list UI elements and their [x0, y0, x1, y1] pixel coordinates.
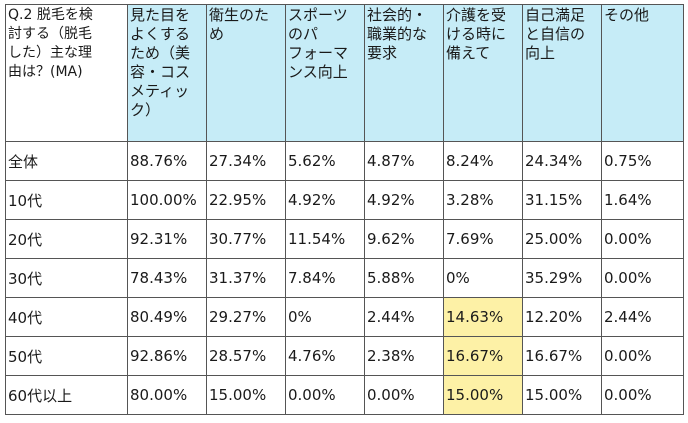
table-cell: 15.00%: [206, 375, 286, 415]
table-cell: 0.00%: [601, 258, 684, 298]
table-cell: 0.75%: [601, 141, 684, 181]
table-cell: 1.64%: [601, 180, 684, 220]
table-cell: 24.34%: [522, 141, 602, 181]
table-cell: 22.95%: [206, 180, 286, 220]
table-cell: 92.31%: [127, 219, 207, 259]
table-cell: 0.00%: [285, 375, 365, 415]
header-row: Q.2 脱毛を検 討する（脱毛 した）主な理 由は？(MA) 見た目を よくする…: [5, 4, 684, 142]
table-cell: 35.29%: [522, 258, 602, 298]
table-cell: 2.44%: [364, 297, 444, 337]
question-line: 由は？(MA): [8, 64, 83, 80]
table-row: 40代 80.49% 29.27% 0% 2.44% 14.63% 12.20%…: [5, 297, 684, 337]
table-cell: 25.00%: [522, 219, 602, 259]
table-cell: 12.20%: [522, 297, 602, 337]
table-cell: 31.37%: [206, 258, 286, 298]
column-header-other: その他: [601, 4, 684, 142]
column-header-line: め: [209, 25, 225, 43]
table-cell: 16.67%: [522, 336, 602, 376]
column-header-appearance: 見た目を よくする ため（美 容・コス メティッ ク）: [127, 4, 207, 142]
table-cell: 0%: [443, 258, 523, 298]
column-header-hygiene: 衛生のた め: [206, 4, 286, 142]
column-header-sports: スポーツ のパ フォーマ ンス向上: [285, 4, 365, 142]
table-cell: 4.92%: [364, 180, 444, 220]
column-header-line: その他: [604, 6, 650, 24]
row-label: 20代: [5, 219, 128, 259]
column-header-line: 自己満足: [525, 6, 586, 24]
question-line: Q.2 脱毛を検: [8, 7, 93, 23]
survey-table: Q.2 脱毛を検 討する（脱毛 した）主な理 由は？(MA) 見た目を よくする…: [5, 4, 684, 415]
table-cell: 80.00%: [127, 375, 207, 415]
table-cell: 0.00%: [364, 375, 444, 415]
row-label: 10代: [5, 180, 128, 220]
question-line: 討する（脱毛: [8, 26, 92, 42]
table-cell: 4.87%: [364, 141, 444, 181]
question-line: した）主な理: [8, 45, 92, 61]
table-cell: 7.84%: [285, 258, 365, 298]
table-row: 50代 92.86% 28.57% 4.76% 2.38% 16.67% 16.…: [5, 336, 684, 376]
table-cell: 92.86%: [127, 336, 207, 376]
column-header-line: ンス向上: [288, 63, 348, 81]
column-header-line: 介護を受: [446, 6, 507, 24]
table-cell: 8.24%: [443, 141, 523, 181]
column-header-line: 見た目を: [130, 6, 191, 24]
column-header-line: 向上: [525, 44, 556, 62]
column-header-line: ける時に: [446, 25, 507, 43]
table-cell: 2.44%: [601, 297, 684, 337]
table-cell: 80.49%: [127, 297, 207, 337]
table-row: 10代 100.00% 22.95% 4.92% 4.92% 3.28% 31.…: [5, 180, 684, 220]
row-label: 30代: [5, 258, 128, 298]
table-cell: 29.27%: [206, 297, 286, 337]
table-cell: 30.77%: [206, 219, 286, 259]
column-header-social: 社会的・ 職業的な 要求: [364, 4, 444, 142]
column-header-line: メティッ: [130, 82, 190, 100]
column-header-line: 備えて: [446, 44, 491, 62]
table-cell-highlighted: 15.00%: [443, 375, 523, 415]
column-header-line: のパ: [288, 25, 319, 43]
table-cell: 78.43%: [127, 258, 207, 298]
column-header-line: 要求: [367, 44, 398, 62]
table-cell: 28.57%: [206, 336, 286, 376]
table-row: 30代 78.43% 31.37% 7.84% 5.88% 0% 35.29% …: [5, 258, 684, 298]
table-cell: 4.92%: [285, 180, 365, 220]
table-row: 20代 92.31% 30.77% 11.54% 9.62% 7.69% 25.…: [5, 219, 684, 259]
column-header-care: 介護を受 ける時に 備えて: [443, 4, 523, 142]
table-cell: 0.00%: [601, 336, 684, 376]
row-label: 50代: [5, 336, 128, 376]
table-cell: 0%: [285, 297, 365, 337]
row-label: 40代: [5, 297, 128, 337]
table-cell: 4.76%: [285, 336, 365, 376]
table-cell-highlighted: 14.63%: [443, 297, 523, 337]
table-cell: 100.00%: [127, 180, 207, 220]
table-cell: 11.54%: [285, 219, 365, 259]
table-cell: 2.38%: [364, 336, 444, 376]
table-cell: 0.00%: [601, 219, 684, 259]
table-cell: 9.62%: [364, 219, 444, 259]
column-header-line: フォーマ: [288, 44, 349, 62]
table-cell: 15.00%: [522, 375, 602, 415]
table-cell: 5.62%: [285, 141, 365, 181]
table-cell: 7.69%: [443, 219, 523, 259]
row-label: 全体: [5, 141, 128, 181]
column-header-line: 衛生のた: [209, 6, 270, 24]
row-label: 60代以上: [5, 375, 128, 415]
column-header-line: スポーツ: [288, 6, 348, 24]
column-header-line: ク）: [130, 101, 161, 119]
table-cell: 88.76%: [127, 141, 207, 181]
table-cell: 31.15%: [522, 180, 602, 220]
table-cell: 27.34%: [206, 141, 286, 181]
column-header-line: と自信の: [525, 25, 586, 43]
table-row: 60代以上 80.00% 15.00% 0.00% 0.00% 15.00% 1…: [5, 375, 684, 415]
column-header-confidence: 自己満足 と自信の 向上: [522, 4, 602, 142]
column-header-line: 社会的・: [367, 6, 428, 24]
table-cell-highlighted: 16.67%: [443, 336, 523, 376]
table-row: 全体 88.76% 27.34% 5.62% 4.87% 8.24% 24.34…: [5, 141, 684, 181]
table-cell: 5.88%: [364, 258, 444, 298]
question-header: Q.2 脱毛を検 討する（脱毛 した）主な理 由は？(MA): [5, 4, 128, 142]
column-header-line: ため（美: [130, 44, 191, 62]
column-header-line: 容・コス: [130, 63, 191, 81]
column-header-line: 職業的な: [367, 25, 428, 43]
column-header-line: よくする: [130, 25, 191, 43]
table-cell: 3.28%: [443, 180, 523, 220]
table-cell: 0.00%: [601, 375, 684, 415]
